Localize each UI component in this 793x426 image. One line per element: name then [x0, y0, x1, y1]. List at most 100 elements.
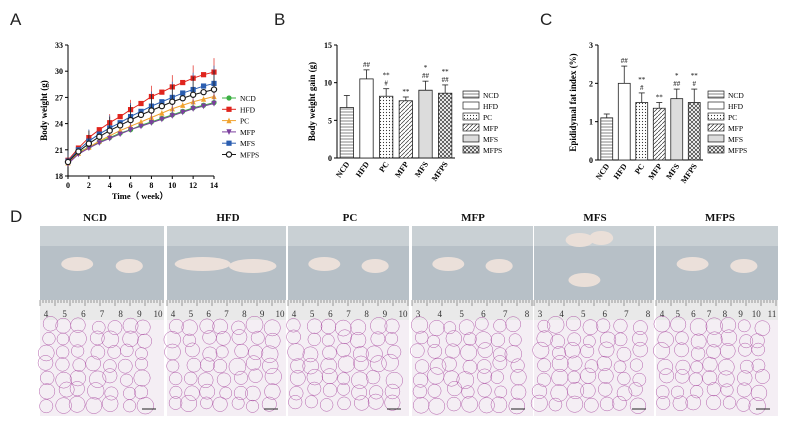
legend-marker	[226, 117, 232, 124]
adipocyte	[120, 343, 134, 358]
adipocyte	[675, 359, 691, 375]
adipocyte	[307, 332, 321, 346]
adipocyte	[476, 359, 492, 374]
adipocyte	[381, 353, 399, 372]
adipocyte	[212, 396, 228, 412]
adipocyte	[672, 395, 689, 411]
adipocyte	[120, 373, 134, 387]
significance-mark: **	[442, 68, 450, 76]
adipocyte	[87, 382, 105, 400]
legend-swatch	[462, 90, 480, 99]
significance-mark: *	[675, 72, 679, 80]
adipocyte	[320, 318, 337, 335]
adipocyte	[197, 372, 214, 388]
adipocyte	[39, 399, 54, 414]
adipocyte	[288, 395, 303, 410]
data-point	[200, 96, 207, 102]
adipocyte	[428, 397, 446, 415]
legend-marker	[226, 129, 232, 135]
legend-label-pc: PC	[728, 113, 737, 122]
adipocyte	[720, 317, 737, 334]
adipocyte	[231, 329, 248, 345]
histology-section	[412, 320, 533, 416]
legend-label-pc: PC	[483, 113, 492, 122]
data-point	[86, 145, 92, 152]
bar-pc	[379, 95, 394, 159]
adipocyte	[446, 396, 462, 412]
legend-label-ncd: NCD	[483, 91, 499, 100]
adipocyte	[353, 346, 369, 362]
adipocyte	[583, 335, 596, 348]
adipocyte	[598, 341, 615, 358]
significance-mark: ##	[442, 76, 450, 84]
ruler-number: 5	[189, 309, 194, 319]
adipocyte	[751, 342, 765, 357]
data-point	[169, 113, 175, 119]
legend-label-mfs: MFS	[728, 135, 743, 144]
ruler	[40, 300, 164, 320]
adipocyte	[546, 316, 565, 334]
adipocyte	[613, 360, 627, 374]
x-tick-label: 0	[66, 181, 70, 190]
adipocyte	[411, 316, 429, 334]
adipocyte	[632, 331, 648, 347]
adipocyte	[653, 342, 671, 360]
adipocyte	[70, 317, 86, 333]
significance-mark: ##	[422, 72, 430, 80]
fat-pad	[485, 259, 513, 273]
adipocyte	[567, 381, 585, 400]
adipocyte	[101, 395, 119, 412]
adipocyte	[736, 382, 752, 398]
adipocyte	[117, 358, 133, 374]
significance-mark: ##	[621, 57, 629, 65]
adipocyte	[510, 369, 527, 386]
adipocyte	[233, 385, 248, 401]
adipocyte	[598, 368, 614, 384]
adipocyte	[460, 344, 478, 361]
adipocyte	[261, 396, 277, 412]
fat-pad	[115, 259, 143, 273]
legend-swatch	[707, 145, 725, 154]
bar-ncd	[339, 107, 354, 159]
legend-swatch	[707, 101, 725, 110]
adipocyte	[412, 397, 430, 414]
adipocyte	[122, 317, 139, 334]
adipocyte	[567, 355, 583, 371]
bar-ncd	[600, 117, 614, 161]
adipocyte	[38, 344, 55, 362]
adipocyte	[107, 320, 123, 335]
legend-swatch	[707, 123, 725, 132]
adipocyte	[248, 368, 263, 383]
y-axis-title: Body weight gain (g)	[307, 62, 317, 141]
adipocyte	[474, 331, 492, 349]
photo-label-pc: PC	[342, 212, 358, 224]
adipocyte	[307, 381, 322, 396]
bar-mfs	[418, 89, 433, 159]
adipocyte	[385, 332, 399, 346]
photo-tile-hfd: 4 5 6 7 8 9 10	[163, 226, 286, 416]
adipocyte	[737, 319, 751, 333]
y-tick-label: 0	[328, 154, 332, 163]
photo-tile-ncd: 4 5 6 7 8 9 10	[37, 226, 164, 416]
data-point	[117, 131, 123, 138]
ruler-number: 5	[62, 309, 67, 319]
adipocyte	[90, 330, 105, 346]
ruler-number: 11	[768, 309, 777, 319]
ruler-number: 10	[752, 309, 762, 319]
adipocyte	[384, 318, 400, 334]
legend-label-ncd: NCD	[728, 91, 744, 100]
ruler-number: 6	[328, 309, 333, 319]
adipocyte	[719, 343, 736, 359]
adipocyte	[55, 371, 72, 389]
bar-pc	[635, 102, 649, 161]
series-mfp	[65, 87, 217, 167]
photo-label-hfd: HFD	[216, 212, 240, 224]
adipocyte	[463, 332, 477, 346]
adipocyte	[337, 329, 353, 344]
data-point	[116, 122, 124, 129]
ruler	[656, 300, 778, 320]
adipocyte	[92, 320, 106, 335]
adipocyte	[548, 397, 563, 412]
adipocyte	[751, 358, 766, 373]
adipocyte	[337, 372, 350, 385]
